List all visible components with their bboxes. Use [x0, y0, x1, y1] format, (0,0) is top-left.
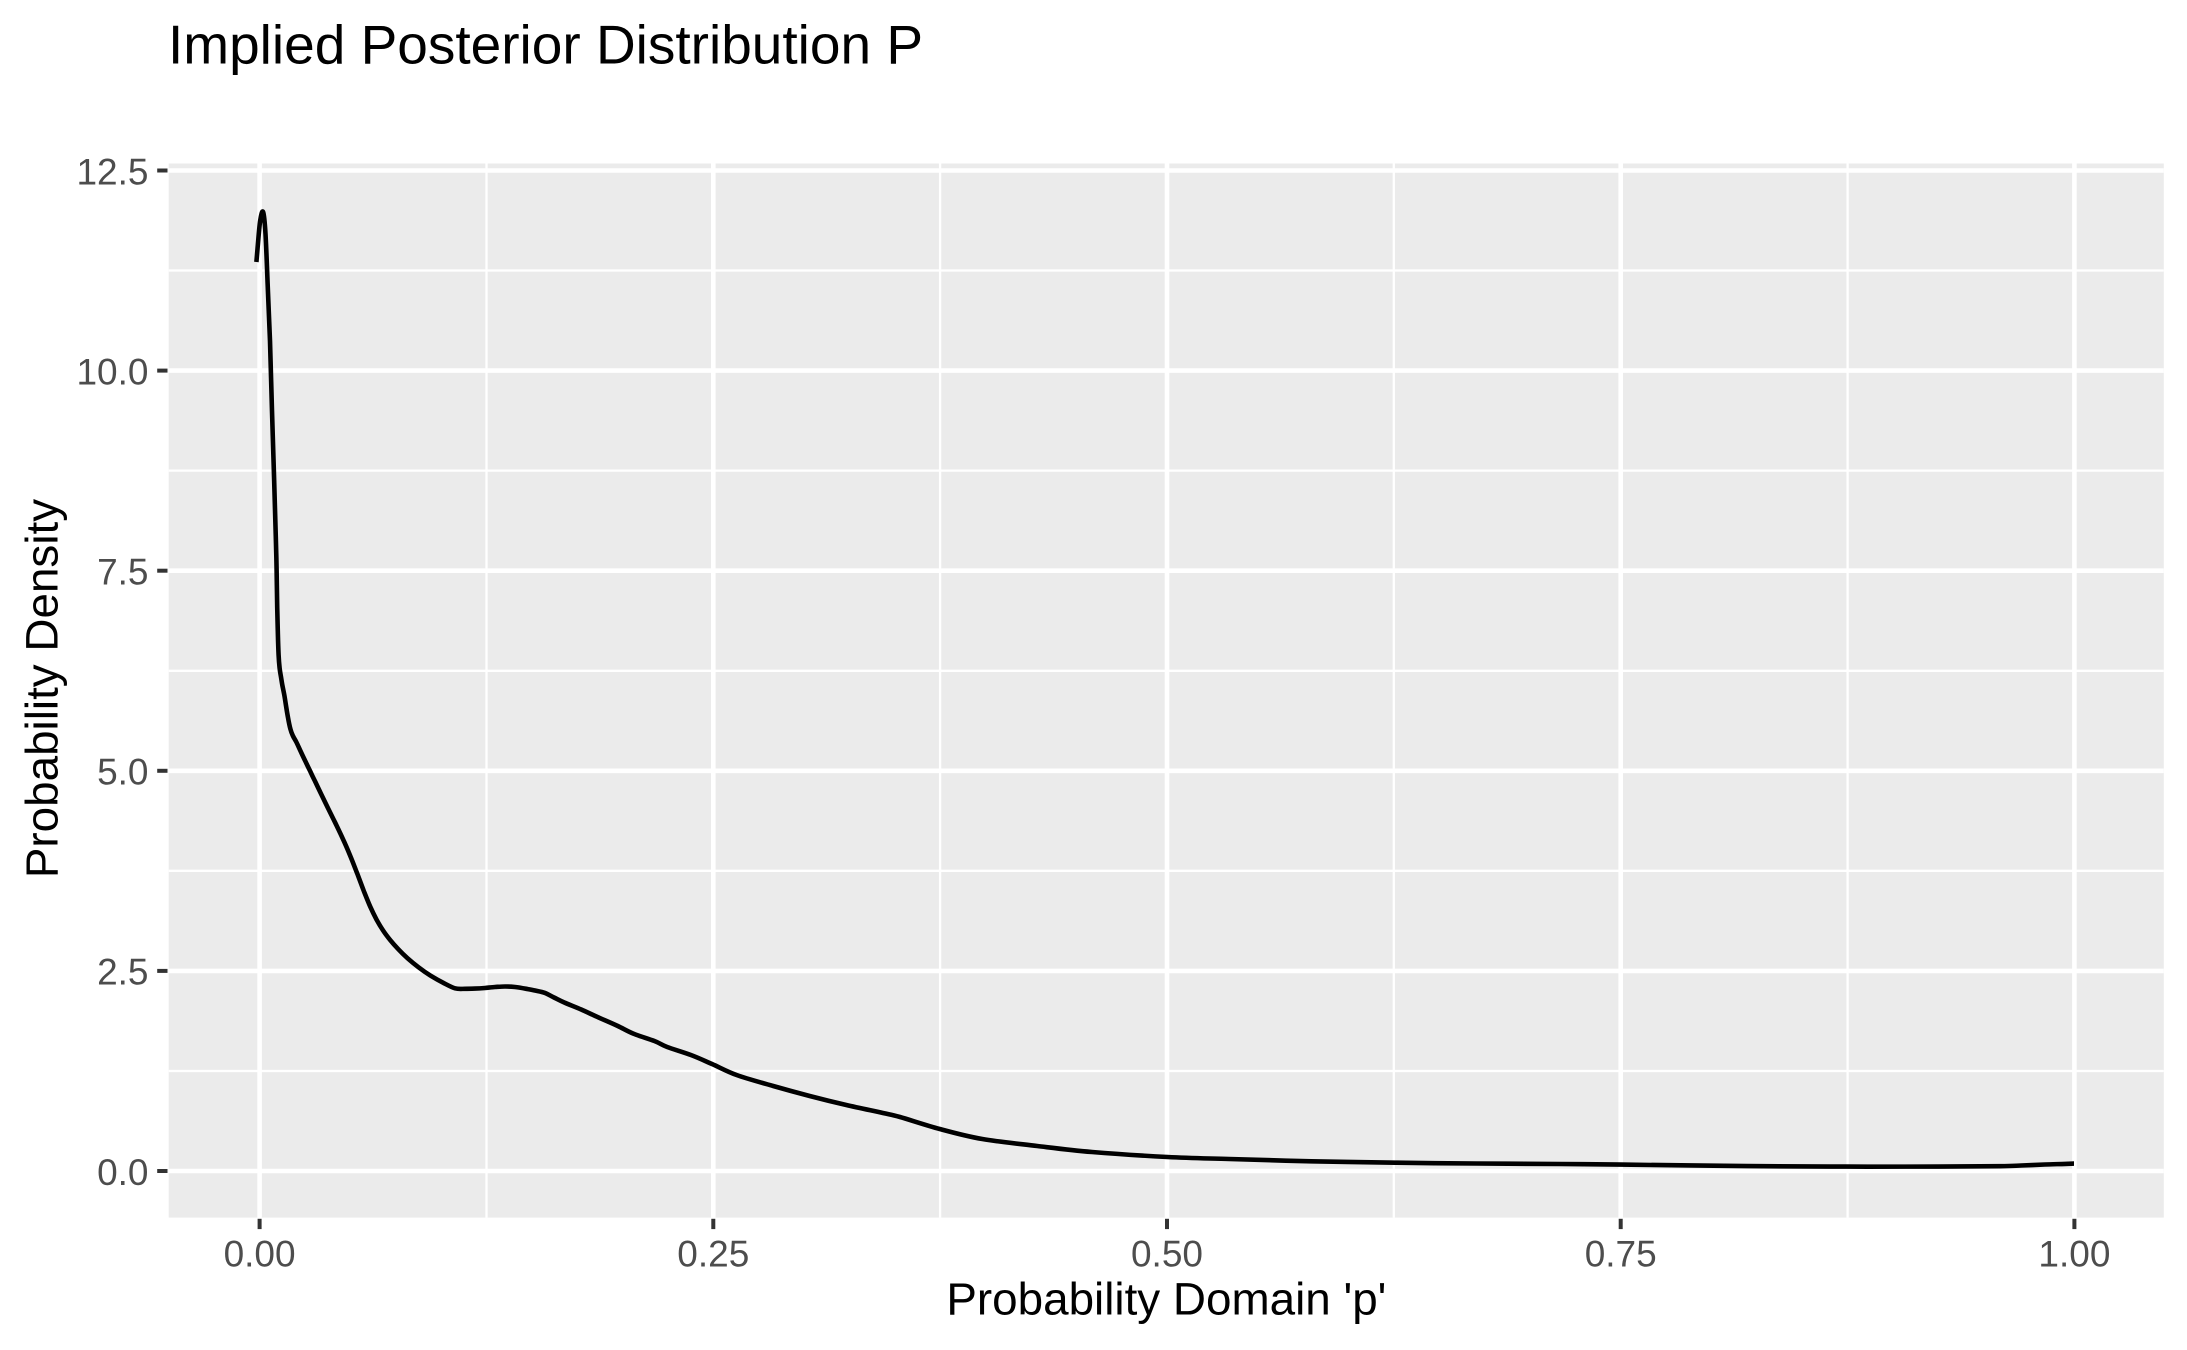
svg-text:0.0: 0.0	[97, 1152, 148, 1193]
svg-text:10.0: 10.0	[76, 351, 148, 392]
svg-text:0.00: 0.00	[224, 1234, 296, 1275]
svg-text:0.50: 0.50	[1131, 1234, 1203, 1275]
svg-text:2.5: 2.5	[97, 952, 148, 993]
svg-text:Probability Density: Probability Density	[17, 499, 68, 878]
svg-text:5.0: 5.0	[97, 752, 148, 793]
svg-text:7.5: 7.5	[97, 552, 148, 593]
svg-text:1.00: 1.00	[2038, 1234, 2110, 1275]
svg-text:12.5: 12.5	[76, 151, 148, 192]
svg-text:0.25: 0.25	[677, 1234, 749, 1275]
svg-text:0.75: 0.75	[1585, 1234, 1657, 1275]
svg-text:Probability Domain 'p': Probability Domain 'p'	[946, 1274, 1386, 1325]
svg-text:Implied Posterior Distribution: Implied Posterior Distribution P	[168, 14, 923, 76]
